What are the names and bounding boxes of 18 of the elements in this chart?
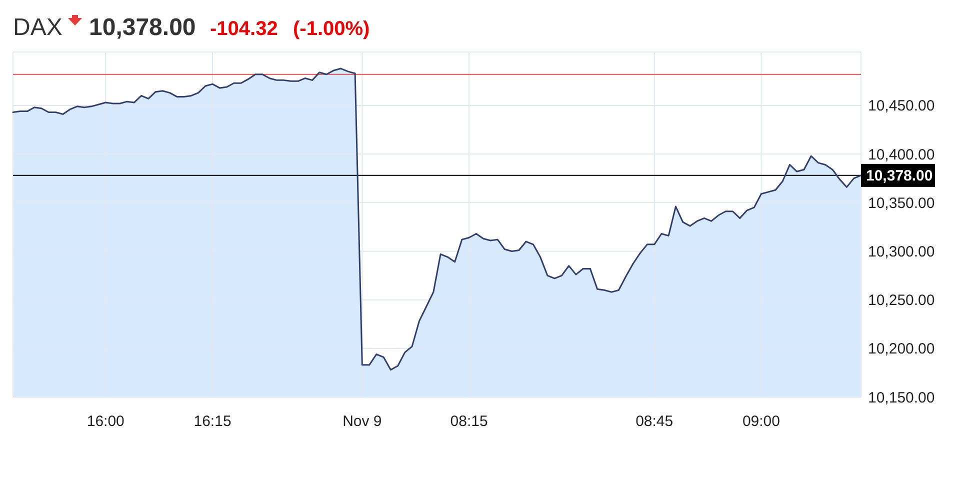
y-tick-label: 10,200.00 (868, 340, 935, 358)
ref-line-label: 10,378.00 (866, 168, 933, 185)
text: (-1.00%) (293, 18, 370, 40)
y-tick-label: 10,450.00 (868, 98, 935, 115)
y-tick-label: 10,400.00 (868, 146, 935, 164)
y-tick-label: 10,150.00 (868, 389, 935, 406)
x-tick-label: 16:15 (194, 413, 232, 430)
x-tick-label: 08:45 (636, 413, 674, 430)
x-tick-label: 08:15 (450, 413, 488, 430)
y-tick-label: 10,350.00 (868, 194, 935, 212)
chart-title: DAX (13, 14, 62, 41)
text: -104.32 (210, 18, 278, 40)
chart-subtitle: 10,378.00 (89, 14, 196, 41)
y-tick-label: 10,250.00 (868, 292, 935, 310)
x-tick-label: Nov 9 (342, 413, 382, 430)
x-tick-label: 16:00 (86, 413, 124, 430)
x-tick-label: 09:00 (742, 413, 780, 430)
y-tick-label: 10,300.00 (868, 243, 935, 260)
